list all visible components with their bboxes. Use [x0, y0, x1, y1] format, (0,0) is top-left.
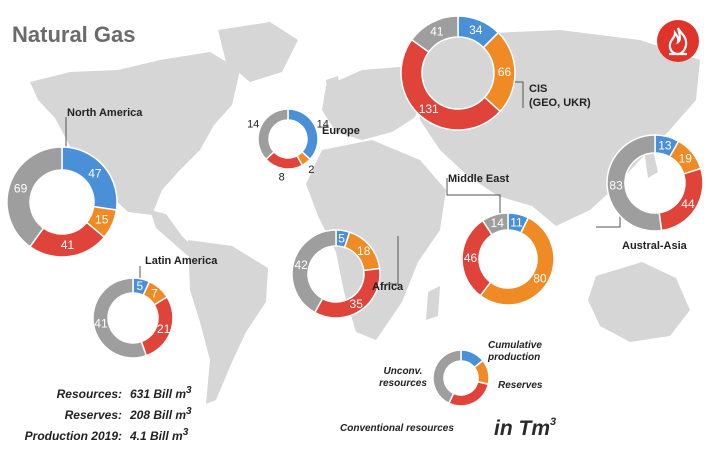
donut-value-label-cis-reserves: 66: [498, 65, 512, 79]
donut-value-label-europe-unconventional_resources: 14: [247, 119, 259, 131]
donut-value-label-latin-america-unconventional_resources: 41: [94, 316, 108, 330]
donut-segment-north-america-unconventional_resources: [6, 146, 63, 248]
donut-segment-middle-east-reserves: [479, 216, 555, 306]
region-label-middle-east: Middle East: [448, 173, 510, 185]
donut-value-label-africa-cumulative_production: 5: [338, 231, 345, 245]
donut-value-label-africa-conventional_resources: 35: [350, 297, 364, 311]
legend-segment-unconventional_resources: [432, 349, 462, 405]
donut-value-label-cis-cumulative_production: 34: [469, 23, 483, 37]
donut-value-label-latin-america-conventional_resources: 21: [157, 322, 171, 336]
donut-value-label-north-america-conventional_resources: 41: [61, 238, 75, 252]
map-africa: [306, 140, 446, 340]
legend-conventional: Conventional resources: [340, 423, 454, 434]
donut-value-label-austral-asia-unconventional_resources: 83: [609, 179, 623, 193]
donut-africa: 5 18 35 42: [291, 229, 381, 319]
donut-segment-africa-conventional_resources: [313, 267, 381, 319]
region-label-africa: Africa: [372, 281, 404, 293]
donut-latin-america: 57 21 41: [92, 277, 174, 359]
page-title: Natural Gas: [12, 22, 136, 47]
donut-segment-latin-america-unconventional_resources: [92, 277, 148, 359]
donut-value-label-latin-america-reserves: 7: [151, 287, 158, 301]
legend-reserves: Reserves: [498, 380, 543, 391]
leader-cis: [512, 81, 524, 108]
stat-label: Reserves:: [64, 408, 122, 422]
donut-value-label-africa-unconventional_resources: 42: [294, 258, 308, 272]
donut-north-america: 47 15 41 69: [6, 146, 118, 258]
donut-value-label-austral-asia-conventional_resources: 44: [681, 197, 695, 211]
unit-label: in Tm3: [494, 416, 557, 440]
donut-segment-europe-cumulative_production: [287, 108, 319, 161]
donut-europe: 14 2 8 14: [247, 108, 329, 183]
donut-value-label-cis-conventional_resources: 131: [419, 102, 439, 116]
donut-value-label-europe-cumulative_production: 14: [317, 119, 329, 131]
stat-row-production: Production 2019: 4.1 Bill m3: [16, 424, 192, 445]
map-uk: [326, 76, 340, 98]
stat-value: 4.1 Bill m3: [130, 427, 189, 443]
region-label-europe: Europe: [322, 125, 360, 137]
map-madagascar: [426, 286, 440, 320]
donut-value-label-cis-unconventional_resources: 41: [430, 25, 444, 39]
donut-segment-middle-east-unconventional_resources: [481, 212, 509, 236]
donut-value-label-middle-east-reserves: 80: [533, 272, 547, 286]
leader-africa: [386, 236, 399, 285]
map-south-america: [188, 240, 268, 404]
stat-value: 631 Bill m3: [130, 385, 192, 401]
legend-donut: [432, 349, 490, 407]
donut-value-label-austral-asia-cumulative_production: 13: [658, 138, 672, 152]
donut-value-label-middle-east-conventional_resources: 46: [464, 251, 478, 265]
donut-value-label-europe-conventional_resources: 8: [279, 171, 285, 183]
map-asia: [412, 30, 700, 226]
donut-segment-austral-asia-unconventional_resources: [606, 134, 663, 232]
region-label-austral-asia: Austral-Asia: [622, 240, 687, 252]
donut-value-label-middle-east-cumulative_production: 11: [510, 215, 523, 229]
donut-value-label-europe-reserves: 2: [308, 164, 314, 176]
region-label-cis-line-1: CIS: [529, 83, 548, 95]
stat-row-reserves: Reserves: 208 Bill m3: [16, 403, 192, 424]
stat-label: Resources:: [56, 387, 122, 401]
map-australia: [588, 262, 690, 342]
donut-value-label-north-america-cumulative_production: 47: [88, 167, 102, 181]
donut-segment-africa-unconventional_resources: [291, 229, 337, 314]
region-label-latin-america: Latin America: [145, 255, 218, 267]
donut-value-label-latin-america-cumulative_production: 5: [137, 279, 144, 293]
donut-value-label-africa-reserves: 18: [357, 244, 371, 258]
donut-value-label-north-america-unconventional_resources: 69: [14, 182, 28, 196]
region-label-north-america: North America: [67, 107, 143, 119]
donut-segment-cis-unconventional_resources: [410, 15, 459, 54]
map-greenland: [218, 22, 298, 82]
legend-segment-conventional_resources: [447, 380, 490, 407]
legend-cumulative: Cumulative production: [488, 340, 542, 363]
donut-value-label-middle-east-unconventional_resources: 14: [491, 216, 505, 230]
leader-middle-east: [446, 178, 501, 222]
donut-segment-europe-unconventional_resources: [257, 108, 289, 161]
flame-icon: [668, 27, 688, 56]
donut-value-label-north-america-reserves: 15: [95, 213, 109, 227]
region-label-cis: CIS (GEO, UKR): [529, 82, 591, 110]
legend-unconventional: Unconv. resources: [379, 366, 427, 389]
summary-stats: Resources: 631 Bill m3 Reserves: 208 Bill …: [16, 382, 192, 445]
donut-austral-asia: 13 19 44 83: [606, 134, 704, 232]
donut-cis: 34 66 131 41: [400, 15, 516, 131]
stat-row-resources: Resources: 631 Bill m3: [16, 382, 192, 403]
donut-value-label-austral-asia-reserves: 19: [679, 151, 693, 165]
region-label-cis-line-2: (GEO, UKR): [529, 97, 591, 109]
map-north-america: [30, 52, 240, 215]
donut-segment-cis-conventional_resources: [400, 38, 502, 131]
logo: [657, 20, 699, 62]
map-central-america: [150, 210, 196, 256]
stat-label: Production 2019:: [24, 429, 122, 443]
stat-value: 208 Bill m3: [130, 406, 192, 422]
donut-middle-east: 11 80 46 14: [461, 212, 555, 306]
